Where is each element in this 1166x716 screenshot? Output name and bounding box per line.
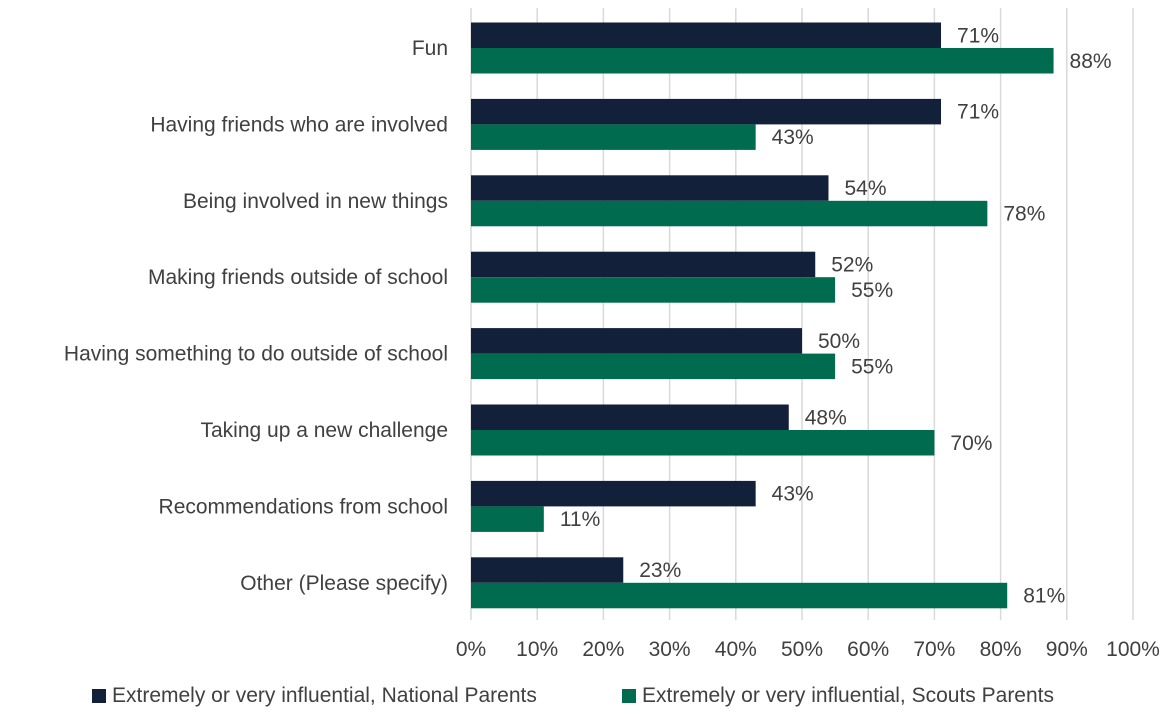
data-label: 55% [851, 355, 893, 378]
legend-label-scouts: Extremely or very influential, Scouts Pa… [642, 684, 1055, 707]
x-tick-label: 60% [847, 638, 889, 661]
data-label: 23% [639, 559, 681, 582]
data-label: 88% [1070, 50, 1112, 73]
category-label: Having something to do outside of school [64, 343, 448, 366]
bar [471, 48, 1054, 74]
bar [471, 328, 802, 354]
bar [471, 557, 624, 583]
bar [471, 480, 756, 507]
x-tick-label: 90% [1046, 638, 1088, 661]
bar [471, 175, 829, 201]
x-axis-ticks: 0% 10% 20% 30% 40% 50% 60% 70% 80% 90% 100% [456, 638, 1160, 661]
legend-swatch-national [92, 689, 106, 703]
category-label: Being involved in new things [183, 190, 448, 213]
bar [471, 251, 816, 278]
bar [471, 582, 1008, 609]
bar [471, 98, 942, 125]
bar [471, 124, 756, 150]
data-label: 70% [950, 432, 992, 455]
category-label: Other (Please specify) [240, 572, 448, 595]
data-label: 54% [844, 177, 886, 200]
data-label: 71% [957, 101, 999, 124]
category-label: Taking up a new challenge [200, 419, 448, 442]
data-label: 81% [1023, 585, 1065, 608]
x-tick-label: 70% [913, 638, 955, 661]
legend-item-national: Extremely or very influential, National … [92, 684, 537, 708]
data-label: 43% [772, 126, 814, 149]
data-label: 48% [805, 406, 847, 429]
x-tick-label: 30% [649, 638, 691, 661]
data-label: 78% [1003, 203, 1045, 226]
bar [471, 22, 942, 48]
x-tick-label: 50% [781, 638, 823, 661]
bar [471, 277, 836, 303]
bar [471, 404, 789, 430]
bar-chart: 71%88%71%43%54%78%52%55%50%55%48%70%43%1… [64, 8, 1160, 661]
category-labels: Fun Having friends who are involved Being … [64, 37, 448, 595]
legend-item-scouts: Extremely or very influential, Scouts Pa… [622, 684, 1054, 708]
data-label: 55% [851, 279, 893, 302]
data-label: 52% [831, 253, 873, 276]
x-tick-label: 0% [456, 638, 486, 661]
data-label: 71% [957, 24, 999, 47]
bar [471, 200, 988, 227]
data-label: 43% [772, 483, 814, 506]
x-tick-label: 10% [516, 638, 558, 661]
legend-label-national: Extremely or very influential, National … [112, 684, 537, 707]
x-tick-label: 20% [582, 638, 624, 661]
data-label: 11% [560, 508, 600, 531]
x-tick-label: 100% [1106, 638, 1160, 661]
data-label: 50% [818, 330, 860, 353]
x-tick-label: 80% [980, 638, 1022, 661]
x-tick-label: 40% [715, 638, 757, 661]
bars: 71%88%71%43%54%78%52%55%50%55%48%70%43%1… [471, 22, 1112, 609]
category-label: Recommendations from school [159, 495, 448, 518]
category-label: Having friends who are involved [150, 113, 448, 136]
bar [471, 430, 935, 456]
category-label: Fun [412, 37, 448, 60]
bar [471, 353, 836, 380]
legend: Extremely or very influential, National … [0, 684, 1166, 716]
bar [471, 506, 544, 532]
legend-swatch-scouts [622, 689, 636, 703]
category-label: Making friends outside of school [148, 266, 448, 289]
